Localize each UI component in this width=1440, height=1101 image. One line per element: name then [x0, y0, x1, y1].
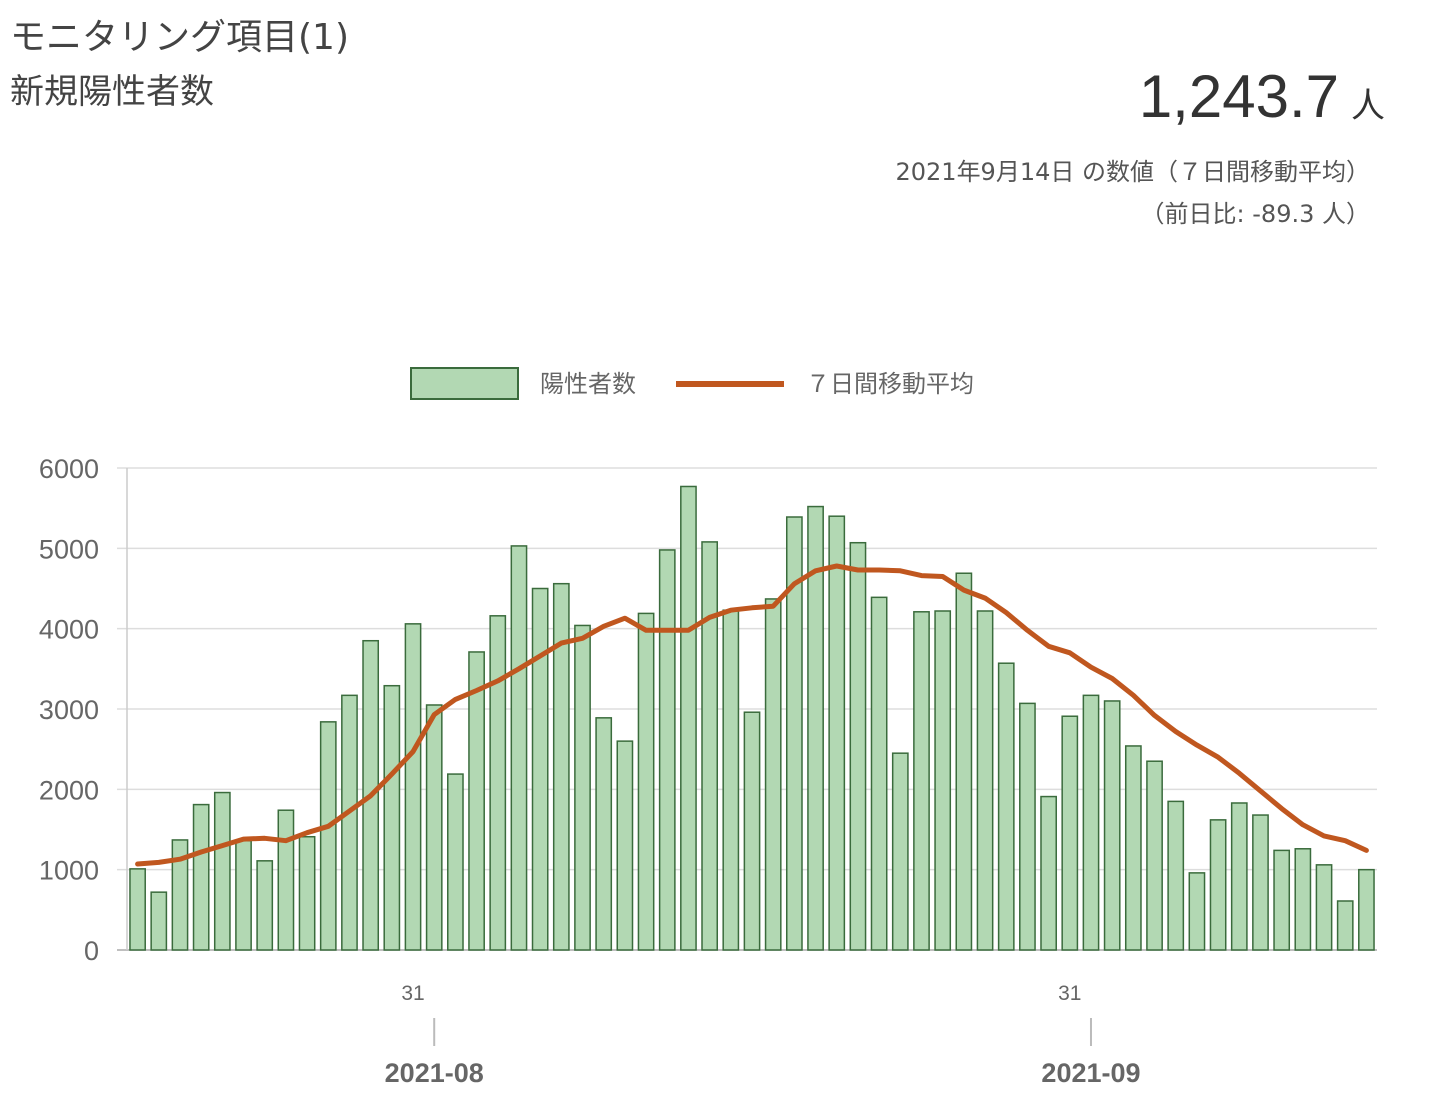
bar[interactable] — [955, 572, 973, 951]
bar[interactable] — [1061, 715, 1079, 951]
bar[interactable] — [680, 485, 697, 951]
bar[interactable] — [574, 624, 591, 951]
bar[interactable] — [277, 809, 295, 951]
current-value: 1,243.7 人 — [1139, 62, 1385, 131]
bar[interactable] — [701, 541, 719, 951]
bar[interactable] — [976, 610, 994, 951]
bar[interactable] — [1188, 872, 1206, 951]
bar[interactable] — [171, 839, 189, 951]
legend-bar-label[interactable]: 陽性者数 — [540, 370, 636, 398]
y-axis: 0 1000 2000 3000 4000 5000 6000 — [39, 454, 128, 966]
bar[interactable] — [1252, 814, 1269, 951]
page-title: モニタリング項目(1) — [10, 17, 349, 58]
bar[interactable] — [616, 740, 634, 951]
bar[interactable] — [552, 582, 570, 951]
y-tick-label: 3000 — [39, 695, 99, 725]
bar[interactable] — [1315, 864, 1333, 951]
bar[interactable] — [1103, 700, 1121, 951]
bar[interactable] — [298, 835, 316, 951]
x-month-tick-label: 2021-08 — [385, 1058, 484, 1088]
bar[interactable] — [129, 868, 146, 951]
legend-bar-swatch[interactable] — [410, 367, 519, 400]
bar[interactable] — [934, 610, 952, 951]
bar[interactable] — [1124, 745, 1142, 951]
bar[interactable] — [1358, 868, 1375, 951]
x-day-tick-label: 31 — [401, 982, 424, 1005]
bar[interactable] — [891, 752, 909, 951]
bar[interactable] — [997, 662, 1015, 951]
metric-name: 新規陽性者数 — [10, 72, 214, 112]
bar[interactable] — [213, 791, 231, 951]
bar[interactable] — [1273, 849, 1291, 951]
x-day-tick-label: 31 — [1058, 982, 1081, 1005]
y-tick-label: 1000 — [39, 856, 99, 886]
bar[interactable] — [722, 609, 740, 951]
bar[interactable] — [256, 860, 274, 951]
bar[interactable] — [1230, 802, 1248, 951]
y-tick-label: 5000 — [39, 534, 99, 564]
y-tick-label: 2000 — [39, 775, 99, 805]
bar[interactable] — [913, 611, 930, 951]
y-tick-label: 0 — [84, 936, 99, 966]
y-tick-label: 6000 — [39, 454, 99, 484]
bar[interactable] — [531, 587, 549, 951]
value-caption: 2021年9月14日 の数値（７日間移動平均） — [895, 158, 1370, 186]
bar[interactable] — [743, 711, 761, 951]
current-value-number: 1,243.7 — [1138, 63, 1339, 130]
bar[interactable] — [828, 515, 846, 951]
x-axis: 31 31 2021-08 2021-09 — [385, 982, 1141, 1088]
bar[interactable] — [468, 651, 485, 951]
bar[interactable] — [425, 704, 443, 951]
x-month-tick-label: 2021-09 — [1041, 1058, 1140, 1088]
current-value-unit: 人 — [1351, 86, 1385, 126]
y-tick-label: 4000 — [39, 615, 99, 645]
bar[interactable] — [1040, 795, 1057, 951]
bar[interactable] — [849, 541, 867, 951]
legend-line-label[interactable]: ７日間移動平均 — [806, 370, 974, 398]
bar[interactable] — [341, 694, 358, 951]
bar[interactable] — [807, 505, 824, 951]
bar[interactable] — [1019, 702, 1036, 951]
bar[interactable] — [1082, 694, 1100, 951]
bar[interactable] — [383, 684, 401, 951]
bar[interactable] — [870, 596, 888, 951]
bar[interactable] — [404, 623, 422, 951]
bar[interactable] — [1294, 848, 1312, 951]
bar[interactable] — [192, 803, 210, 951]
bar[interactable] — [785, 516, 803, 951]
bar[interactable] — [595, 717, 613, 951]
bar[interactable] — [447, 773, 464, 951]
bar[interactable] — [150, 891, 168, 951]
bar[interactable] — [658, 549, 676, 951]
bar[interactable] — [235, 839, 252, 951]
bar[interactable] — [319, 721, 337, 951]
bar-series — [129, 485, 1375, 951]
bar[interactable] — [1336, 900, 1354, 951]
value-diff: （前日比: -89.3 人） — [1140, 200, 1370, 228]
moving-average-line[interactable] — [135, 563, 1369, 867]
bar[interactable] — [1209, 819, 1227, 951]
bar[interactable] — [1146, 760, 1163, 951]
chart-legend[interactable]: 陽性者数 ７日間移動平均 — [410, 367, 974, 400]
moving-average-series — [135, 563, 1369, 867]
bar[interactable] — [1167, 800, 1185, 951]
bar[interactable] — [764, 598, 782, 951]
bar[interactable] — [489, 615, 507, 951]
bar[interactable] — [510, 545, 528, 951]
bar[interactable] — [637, 612, 655, 951]
